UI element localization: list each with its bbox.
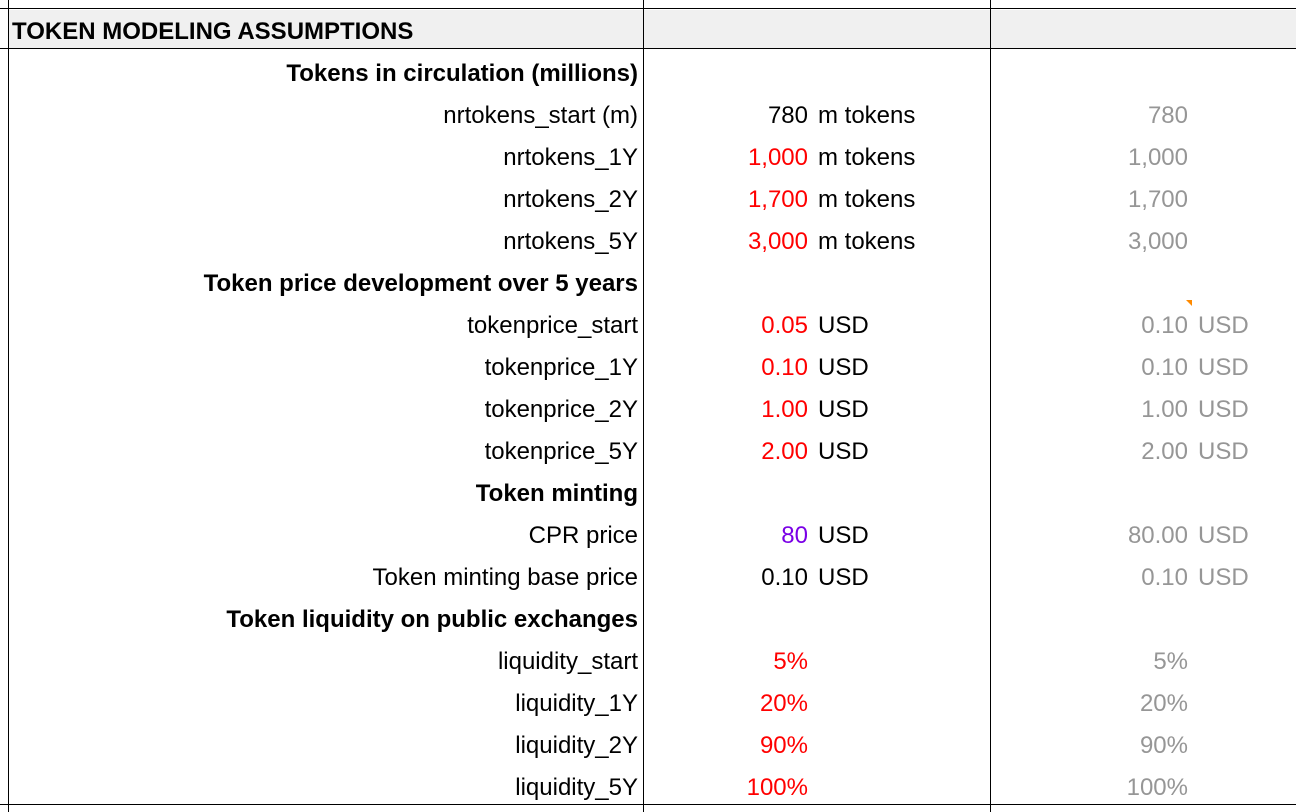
grid-line-top (0, 8, 1296, 9)
reference-unit-cell[interactable]: USD (1198, 312, 1249, 339)
section-heading[interactable]: Token price development over 5 years (203, 270, 638, 297)
unit-cell[interactable]: USD (818, 354, 869, 381)
unit-cell[interactable]: m tokens (818, 144, 916, 171)
value-cell[interactable]: 5% (773, 648, 808, 675)
reference-unit-cell[interactable]: USD (1198, 564, 1249, 591)
unit-cell[interactable]: m tokens (818, 228, 916, 255)
row-label[interactable]: tokenprice_5Y (484, 438, 638, 465)
reference-value-cell[interactable]: 90% (1139, 732, 1188, 759)
unit-cell[interactable]: USD (818, 522, 869, 549)
reference-value-cell[interactable]: 0.10 (1141, 354, 1188, 381)
grid-line-bottom (0, 804, 1296, 805)
grid-line-left (8, 0, 9, 812)
row-label[interactable]: liquidity_start (497, 648, 638, 675)
grid-line-col-b (643, 0, 644, 812)
value-cell[interactable]: 80 (781, 522, 808, 549)
section-heading[interactable]: Token liquidity on public exchanges (226, 606, 638, 633)
reference-value-cell[interactable]: 0.10 (1141, 564, 1188, 591)
row-label[interactable]: nrtokens_start (m) (443, 102, 638, 129)
row-label[interactable]: nrtokens_5Y (503, 228, 638, 255)
section-heading[interactable]: Tokens in circulation (millions) (286, 60, 638, 87)
reference-unit-cell[interactable]: USD (1198, 522, 1249, 549)
comment-indicator-icon[interactable] (1186, 300, 1192, 306)
reference-unit-cell[interactable]: USD (1198, 396, 1249, 423)
reference-value-cell[interactable]: 5% (1153, 648, 1188, 675)
sheet-title[interactable]: TOKEN MODELING ASSUMPTIONS (12, 18, 414, 45)
row-label[interactable]: liquidity_1Y (515, 690, 638, 717)
reference-unit-cell[interactable]: USD (1198, 354, 1249, 381)
reference-value-cell[interactable]: 100% (1126, 774, 1188, 801)
row-label[interactable]: liquidity_2Y (515, 732, 638, 759)
unit-cell[interactable]: m tokens (818, 186, 916, 213)
unit-cell[interactable]: m tokens (818, 102, 916, 129)
reference-value-cell[interactable]: 1.00 (1141, 396, 1188, 423)
unit-cell[interactable]: USD (818, 396, 869, 423)
reference-value-cell[interactable]: 1,700 (1127, 186, 1188, 213)
unit-cell[interactable]: USD (818, 564, 869, 591)
reference-value-cell[interactable]: 20% (1139, 690, 1188, 717)
row-label[interactable]: liquidity_5Y (515, 774, 638, 801)
reference-value-cell[interactable]: 80.00 (1127, 522, 1188, 549)
value-cell[interactable]: 1,000 (747, 144, 808, 171)
section-heading[interactable]: Token minting (475, 480, 638, 507)
unit-cell[interactable]: USD (818, 312, 869, 339)
value-cell[interactable]: 1,700 (747, 186, 808, 213)
value-cell[interactable]: 100% (746, 774, 808, 801)
reference-value-cell[interactable]: 0.10 (1141, 312, 1188, 339)
row-label[interactable]: nrtokens_2Y (503, 186, 638, 213)
value-cell[interactable]: 0.10 (761, 564, 808, 591)
value-cell[interactable]: 0.05 (761, 312, 808, 339)
header-row (8, 10, 1296, 48)
value-cell[interactable]: 90% (759, 732, 808, 759)
reference-value-cell[interactable]: 780 (1147, 102, 1188, 129)
value-cell[interactable]: 1.00 (761, 396, 808, 423)
value-cell[interactable]: 780 (767, 102, 808, 129)
unit-cell[interactable]: USD (818, 438, 869, 465)
grid-line-header-bottom (0, 48, 1296, 49)
value-cell[interactable]: 20% (759, 690, 808, 717)
row-label[interactable]: tokenprice_start (467, 312, 638, 339)
value-cell[interactable]: 2.00 (761, 438, 808, 465)
reference-unit-cell[interactable]: USD (1198, 438, 1249, 465)
row-label[interactable]: nrtokens_1Y (503, 144, 638, 171)
reference-value-cell[interactable]: 1,000 (1127, 144, 1188, 171)
row-label[interactable]: Token minting base price (372, 564, 638, 591)
row-label[interactable]: tokenprice_1Y (484, 354, 638, 381)
reference-value-cell[interactable]: 3,000 (1127, 228, 1188, 255)
value-cell[interactable]: 3,000 (747, 228, 808, 255)
value-cell[interactable]: 0.10 (761, 354, 808, 381)
grid-line-col-c (990, 0, 991, 812)
row-label[interactable]: CPR price (528, 522, 638, 549)
row-label[interactable]: tokenprice_2Y (484, 396, 638, 423)
reference-value-cell[interactable]: 2.00 (1141, 438, 1188, 465)
